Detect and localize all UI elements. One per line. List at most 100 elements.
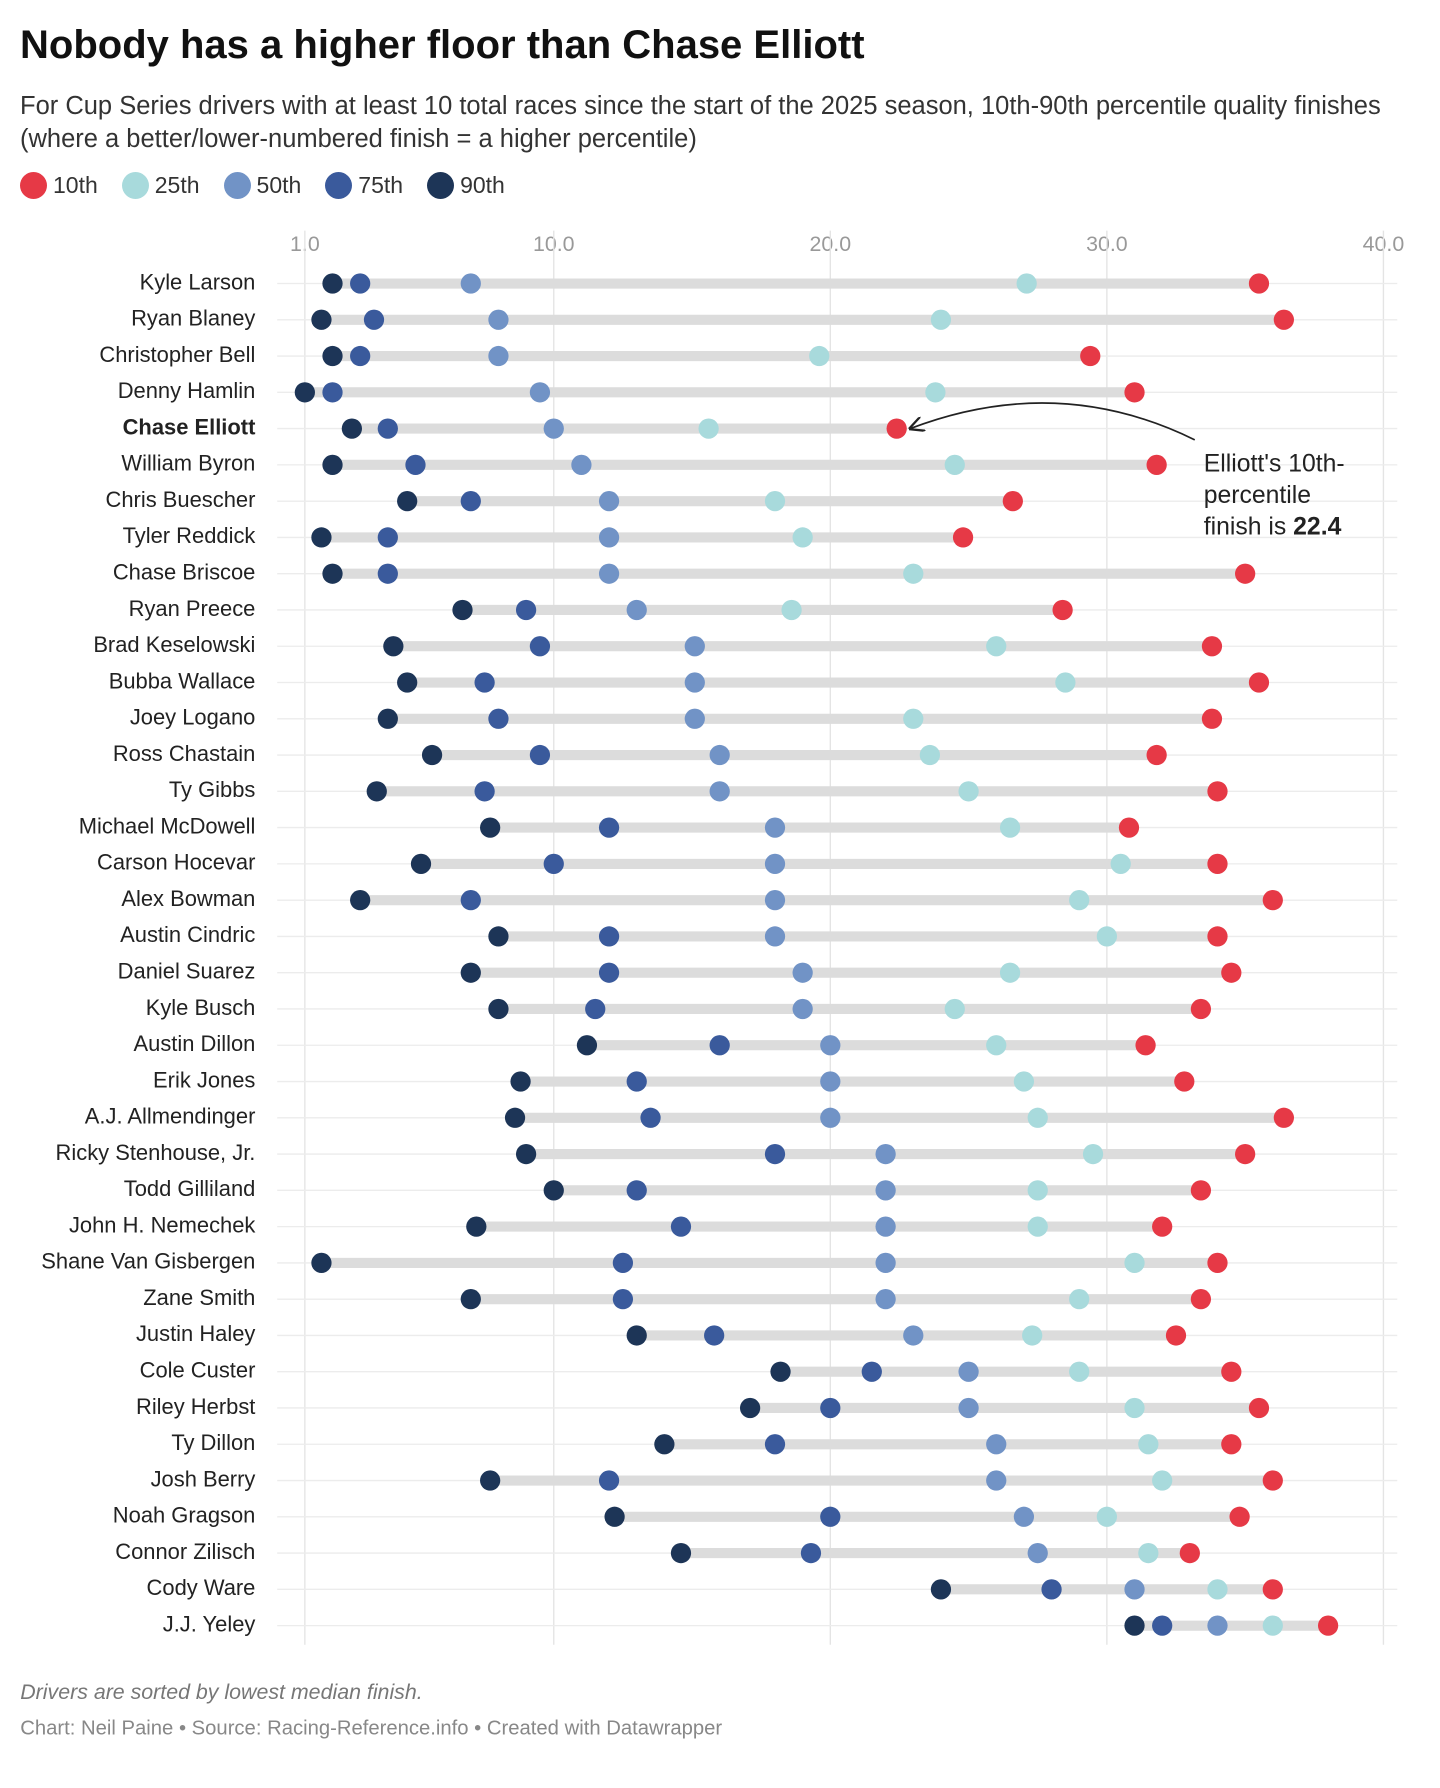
category-label: Kyle Larson — [140, 269, 256, 294]
dot — [1190, 1180, 1212, 1201]
dot — [952, 527, 974, 548]
dot — [1152, 1615, 1173, 1636]
dot — [421, 744, 443, 766]
dot — [1235, 563, 1256, 584]
dot — [1138, 1434, 1159, 1455]
category-label: Riley Herbst — [136, 1394, 255, 1419]
dot — [598, 491, 620, 512]
dot — [1262, 1615, 1283, 1636]
legend-label: 50th — [256, 172, 302, 198]
dot — [1207, 781, 1228, 802]
dot — [1207, 853, 1228, 875]
dot — [488, 926, 509, 947]
category-label: Ross Chastain — [113, 741, 256, 766]
dot — [886, 418, 907, 439]
dot — [1082, 1143, 1104, 1165]
dot — [1152, 1216, 1173, 1237]
dot — [1110, 853, 1131, 875]
dot — [764, 491, 786, 512]
annotation-text: percentile — [1204, 482, 1311, 509]
annotation-text: finish is 22.4 — [1204, 513, 1342, 540]
annotation-line: Elliott's 10th- — [1204, 450, 1345, 477]
category-label: Connor Zilisch — [115, 1539, 255, 1564]
dot — [294, 382, 315, 403]
category-label: Ricky Stenhouse, Jr. — [56, 1140, 256, 1165]
dot — [480, 817, 501, 838]
dot — [598, 962, 620, 983]
legend-label: 75th — [358, 172, 404, 198]
dot — [670, 1542, 692, 1564]
dot — [474, 672, 495, 693]
dot — [684, 672, 705, 693]
dot — [1165, 1325, 1187, 1346]
dot — [598, 1470, 620, 1491]
dot — [800, 1542, 822, 1564]
dot — [999, 817, 1021, 838]
dot — [529, 636, 551, 657]
dot — [598, 926, 620, 947]
dot — [598, 527, 620, 548]
category-label: John H. Nemechek — [69, 1212, 255, 1237]
dot — [1146, 454, 1167, 475]
dot — [1221, 1434, 1242, 1455]
dot — [1262, 1470, 1283, 1491]
dot — [626, 1180, 647, 1201]
dot — [1027, 1180, 1048, 1201]
dot — [585, 998, 606, 1020]
dot — [875, 1289, 896, 1310]
category-label: Cole Custer — [140, 1358, 256, 1383]
dot — [958, 1397, 979, 1419]
dot — [1273, 1107, 1294, 1128]
dot — [1262, 1579, 1283, 1600]
dot — [1248, 273, 1270, 294]
category-label: Chris Buescher — [106, 487, 256, 512]
dot — [515, 1143, 537, 1165]
dot — [322, 454, 343, 475]
dot — [488, 309, 509, 330]
dot — [543, 1180, 564, 1201]
dot — [1124, 1579, 1145, 1600]
category-label: Noah Gragson — [113, 1503, 256, 1528]
category-label: Austin Dillon — [134, 1031, 256, 1056]
dot — [543, 853, 564, 875]
dot — [1027, 1542, 1048, 1564]
category-label: Justin Haley — [136, 1321, 255, 1346]
dot — [1221, 962, 1242, 983]
dot — [480, 1470, 501, 1491]
dot — [515, 599, 537, 621]
category-label: Chase Briscoe — [113, 559, 256, 584]
category-label: Todd Gilliland — [124, 1176, 256, 1201]
dot — [809, 345, 830, 367]
dot — [1013, 1071, 1035, 1092]
dot — [350, 345, 371, 367]
dot — [1207, 1615, 1228, 1636]
dot — [612, 1252, 634, 1274]
dot — [1013, 1506, 1035, 1527]
dot — [452, 599, 473, 621]
dot — [1022, 1325, 1043, 1346]
annotation-text: Elliott's 10th- — [1204, 450, 1345, 477]
dot — [377, 527, 398, 548]
dot — [903, 563, 924, 584]
dot — [875, 1143, 896, 1165]
dot — [875, 1216, 896, 1237]
category-label: Tyler Reddick — [123, 523, 256, 548]
dot — [1118, 817, 1140, 838]
category-label: Shane Van Gisbergen — [41, 1249, 255, 1274]
dot — [1027, 1216, 1048, 1237]
dot — [1138, 1542, 1159, 1564]
dot — [363, 309, 385, 330]
dot — [1207, 1579, 1228, 1600]
dot — [781, 599, 802, 621]
chart-subtitle: For Cup Series drivers with at least 10 … — [20, 92, 1381, 153]
dot — [504, 1107, 526, 1128]
dot — [986, 1434, 1007, 1455]
dot — [460, 962, 481, 983]
dot — [366, 781, 387, 802]
dot — [875, 1252, 896, 1274]
note: Drivers are sorted by lowest median fini… — [20, 1680, 422, 1704]
category-label: Carson Hocevar — [97, 850, 255, 875]
dot — [626, 1325, 647, 1346]
dot — [704, 1325, 725, 1346]
